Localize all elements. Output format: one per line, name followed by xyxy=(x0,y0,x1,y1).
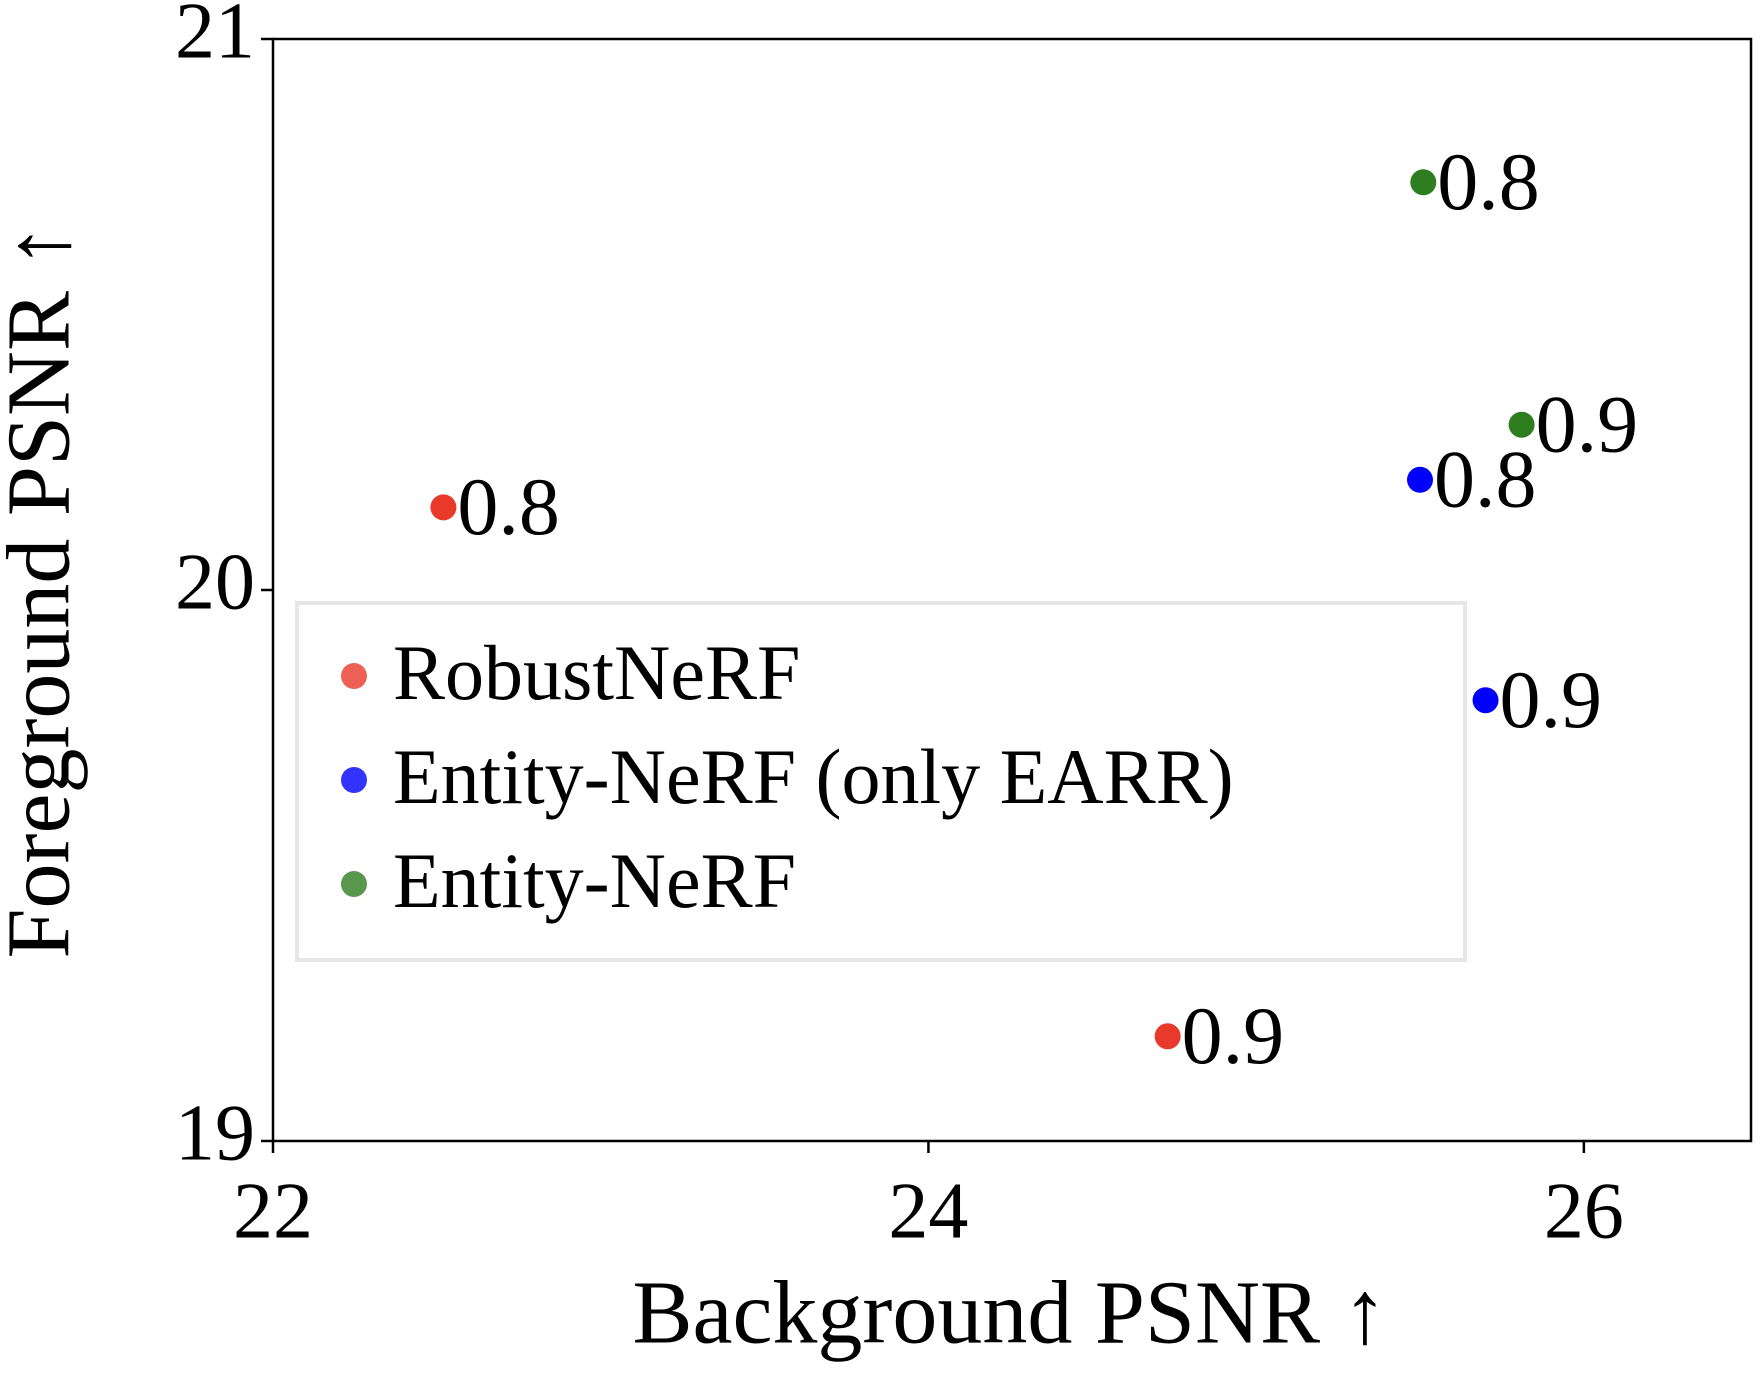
y-tick-label: 19 xyxy=(175,1089,255,1177)
point xyxy=(1508,411,1535,438)
legend-marker xyxy=(341,767,367,793)
point xyxy=(1410,169,1437,196)
legend-label: Entity-NeRF xyxy=(393,837,796,924)
point-label: 0.9 xyxy=(1500,654,1603,745)
point xyxy=(1472,687,1499,714)
point xyxy=(1407,466,1434,493)
legend-box xyxy=(295,601,1467,962)
legend-marker xyxy=(341,871,367,897)
point xyxy=(430,494,457,521)
legend-label: Entity-NeRF (only EARR) xyxy=(393,733,1234,820)
legend-marker xyxy=(341,663,367,689)
x-tick-label: 26 xyxy=(1544,1167,1624,1255)
x-axis-label: Background PSNR ↑ xyxy=(632,1264,1387,1363)
x-tick-label: 22 xyxy=(233,1167,313,1255)
point-label: 0.8 xyxy=(1437,136,1540,227)
legend: RobustNeRF Entity-NeRF (only EARR) Entity-… xyxy=(295,601,1467,962)
point-label: 0.9 xyxy=(1182,990,1285,1081)
point-label: 0.9 xyxy=(1536,379,1639,470)
point xyxy=(1154,1023,1181,1050)
y-tick-label: 20 xyxy=(175,538,255,626)
point-label: 0.8 xyxy=(1434,434,1537,525)
x-tick-label: 24 xyxy=(888,1167,968,1255)
y-axis-label: Foreground PSNR ↑ xyxy=(0,223,89,958)
y-tick-label: 21 xyxy=(175,0,255,75)
point-label: 0.8 xyxy=(457,461,560,552)
legend-label: RobustNeRF xyxy=(393,629,800,716)
